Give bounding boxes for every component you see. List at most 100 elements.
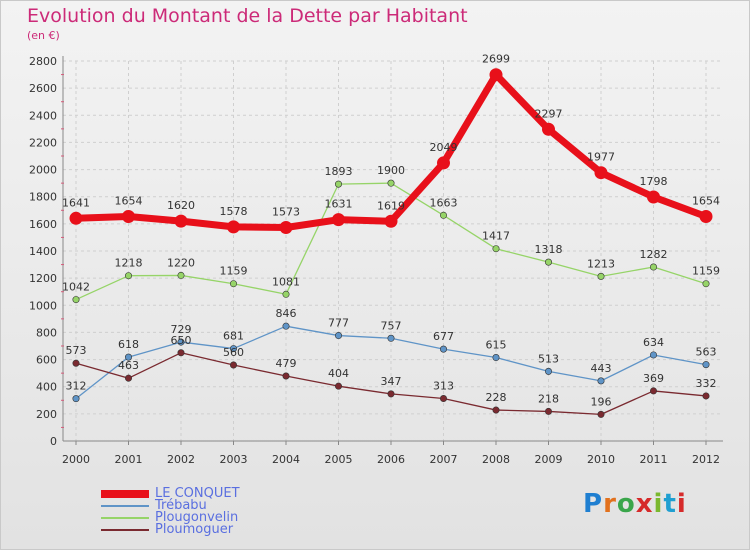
data-point [649, 263, 657, 271]
data-label: 681 [223, 330, 244, 343]
x-tick-label: 2008 [482, 453, 510, 466]
data-label: 1081 [272, 275, 300, 288]
data-point [69, 211, 83, 225]
data-label: 846 [276, 307, 297, 320]
data-point [334, 332, 342, 340]
data-point [387, 334, 395, 342]
data-label: 513 [538, 352, 559, 365]
data-label: 1042 [62, 281, 90, 294]
data-label: 634 [643, 336, 664, 349]
y-tick-label: 1000 [29, 299, 57, 312]
data-label: 1573 [272, 206, 300, 219]
legend: LE CONQUET Trébabu Plougonvelin Ploumogu… [101, 486, 240, 538]
data-point [387, 390, 395, 398]
data-point [649, 351, 657, 359]
data-label: 463 [118, 359, 139, 372]
x-tick-label: 2001 [115, 453, 143, 466]
series-layer [69, 68, 713, 418]
data-label: 347 [381, 375, 402, 388]
y-tick-label: 200 [36, 408, 57, 421]
data-point [597, 272, 605, 280]
data-label: 1159 [220, 265, 248, 278]
data-label: 2699 [482, 53, 510, 66]
axes: 0 200 400 600 800 1000 1200 1400 1600 1800 2000 220… [29, 55, 723, 466]
data-label: 757 [381, 319, 402, 332]
data-point [230, 280, 238, 288]
data-point [334, 180, 342, 188]
data-point [492, 245, 500, 253]
y-tick-label: 2400 [29, 109, 57, 122]
data-label: 650 [171, 334, 192, 347]
data-label: 228 [486, 391, 507, 404]
data-point [230, 361, 238, 369]
data-label: 1654 [115, 195, 143, 208]
data-label: 218 [538, 392, 559, 405]
brand-letter: r [603, 489, 617, 519]
legend-swatch [101, 517, 149, 519]
brand-letter: i [676, 489, 687, 519]
data-point [334, 382, 342, 390]
legend-item-plougonvelin: Plougonvelin [101, 510, 240, 526]
x-tick-label: 2011 [640, 453, 668, 466]
data-point [492, 354, 500, 362]
data-point [125, 272, 133, 280]
data-label: 618 [118, 338, 139, 351]
y-tick-label: 2800 [29, 55, 57, 68]
brand-letter: P [583, 489, 604, 519]
x-tick-label: 2004 [272, 453, 300, 466]
series-le-conquet [69, 68, 713, 235]
data-point [647, 190, 660, 204]
data-point [597, 410, 605, 418]
series-tr-babu [72, 322, 710, 403]
data-point [384, 214, 398, 228]
data-label: 1218 [115, 257, 143, 270]
data-point [439, 211, 447, 219]
y-tick-label: 1600 [29, 218, 57, 231]
data-label: 1641 [62, 196, 90, 209]
x-tick-label: 2003 [220, 453, 248, 466]
data-label: 443 [591, 362, 612, 375]
y-tick-label: 2200 [29, 136, 57, 149]
y-tick-label: 1400 [29, 245, 57, 258]
data-point [489, 68, 503, 82]
data-point [279, 221, 293, 235]
data-point [439, 345, 447, 353]
data-label: 677 [433, 330, 454, 343]
data-label: 1159 [692, 265, 720, 278]
data-label: 1663 [430, 196, 458, 209]
data-point [702, 392, 710, 400]
series-plougonvelin [72, 179, 710, 304]
data-point [699, 210, 713, 224]
data-label: 1631 [325, 198, 353, 211]
data-label: 573 [66, 344, 87, 357]
data-point [594, 166, 608, 180]
data-label: 479 [276, 357, 297, 370]
data-label: 1318 [535, 243, 563, 256]
y-tick-label: 0 [50, 435, 57, 448]
data-label: 1578 [220, 205, 248, 218]
y-tick-label: 2000 [29, 164, 57, 177]
brand-logo: Proxiti [583, 489, 687, 519]
x-tick-label: 2007 [430, 453, 458, 466]
legend-item-ploumoguer: Ploumoguer [101, 522, 240, 538]
data-label: 1620 [167, 199, 195, 212]
data-point [597, 377, 605, 385]
brand-letter: o [616, 489, 636, 519]
data-label: 1282 [640, 248, 668, 261]
legend-label: Trébabu [155, 498, 207, 513]
data-label: 1893 [325, 165, 353, 178]
data-point [387, 179, 395, 187]
data-labels: 312 618 729 681 846 777 757 677 615 513 443 634 563 5… [62, 53, 720, 409]
y-tick-label: 400 [36, 381, 57, 394]
legend-item-le-conquet: LE CONQUET [101, 486, 240, 502]
data-point [72, 359, 80, 367]
data-point [332, 213, 345, 227]
data-label: 404 [328, 367, 349, 380]
data-point [174, 214, 188, 228]
data-point [544, 367, 552, 375]
data-point [544, 407, 552, 415]
data-point [702, 280, 710, 288]
x-tick-label: 2010 [587, 453, 615, 466]
chart-title: Evolution du Montant de la Dette par Hab… [27, 5, 468, 27]
data-point [542, 122, 555, 136]
